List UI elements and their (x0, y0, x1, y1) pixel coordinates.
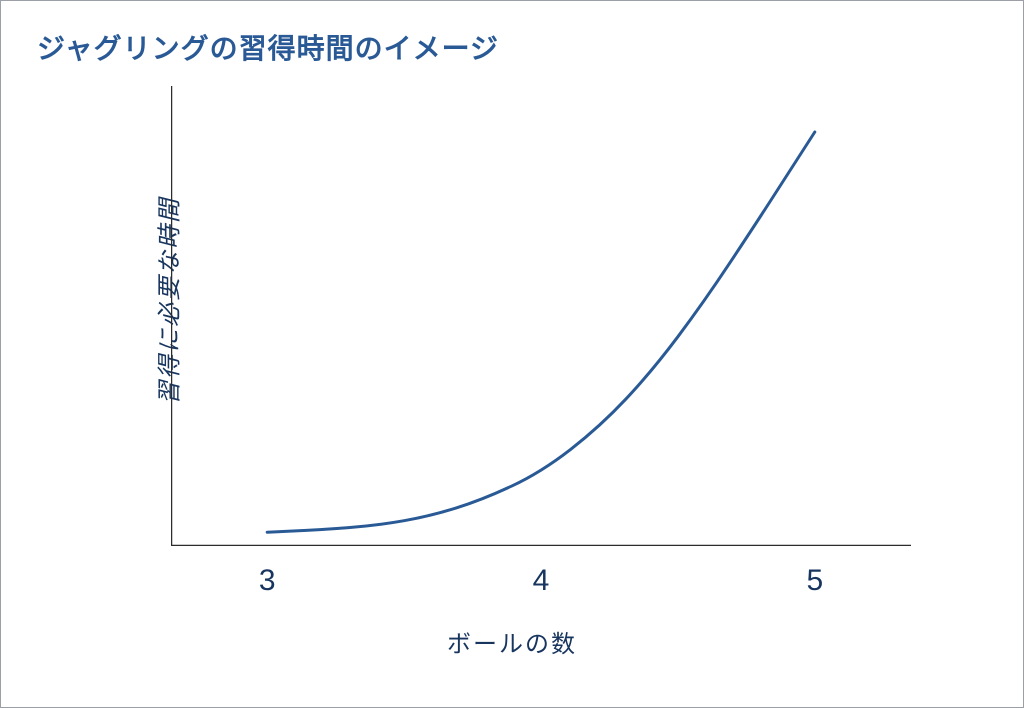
chart-title: ジャグリングの習得時間のイメージ (37, 27, 499, 67)
curve-line (267, 132, 815, 532)
x-tick-label: 5 (806, 564, 823, 598)
x-axis-label: ボールの数 (447, 624, 577, 659)
x-tick-label: 4 (533, 564, 550, 598)
plot-area: 345 (171, 86, 911, 546)
chart-svg (171, 86, 911, 546)
chart-frame: ジャグリングの習得時間のイメージ 習得に必要な時間 345 ボールの数 (0, 0, 1024, 708)
x-tick-label: 3 (259, 564, 276, 598)
